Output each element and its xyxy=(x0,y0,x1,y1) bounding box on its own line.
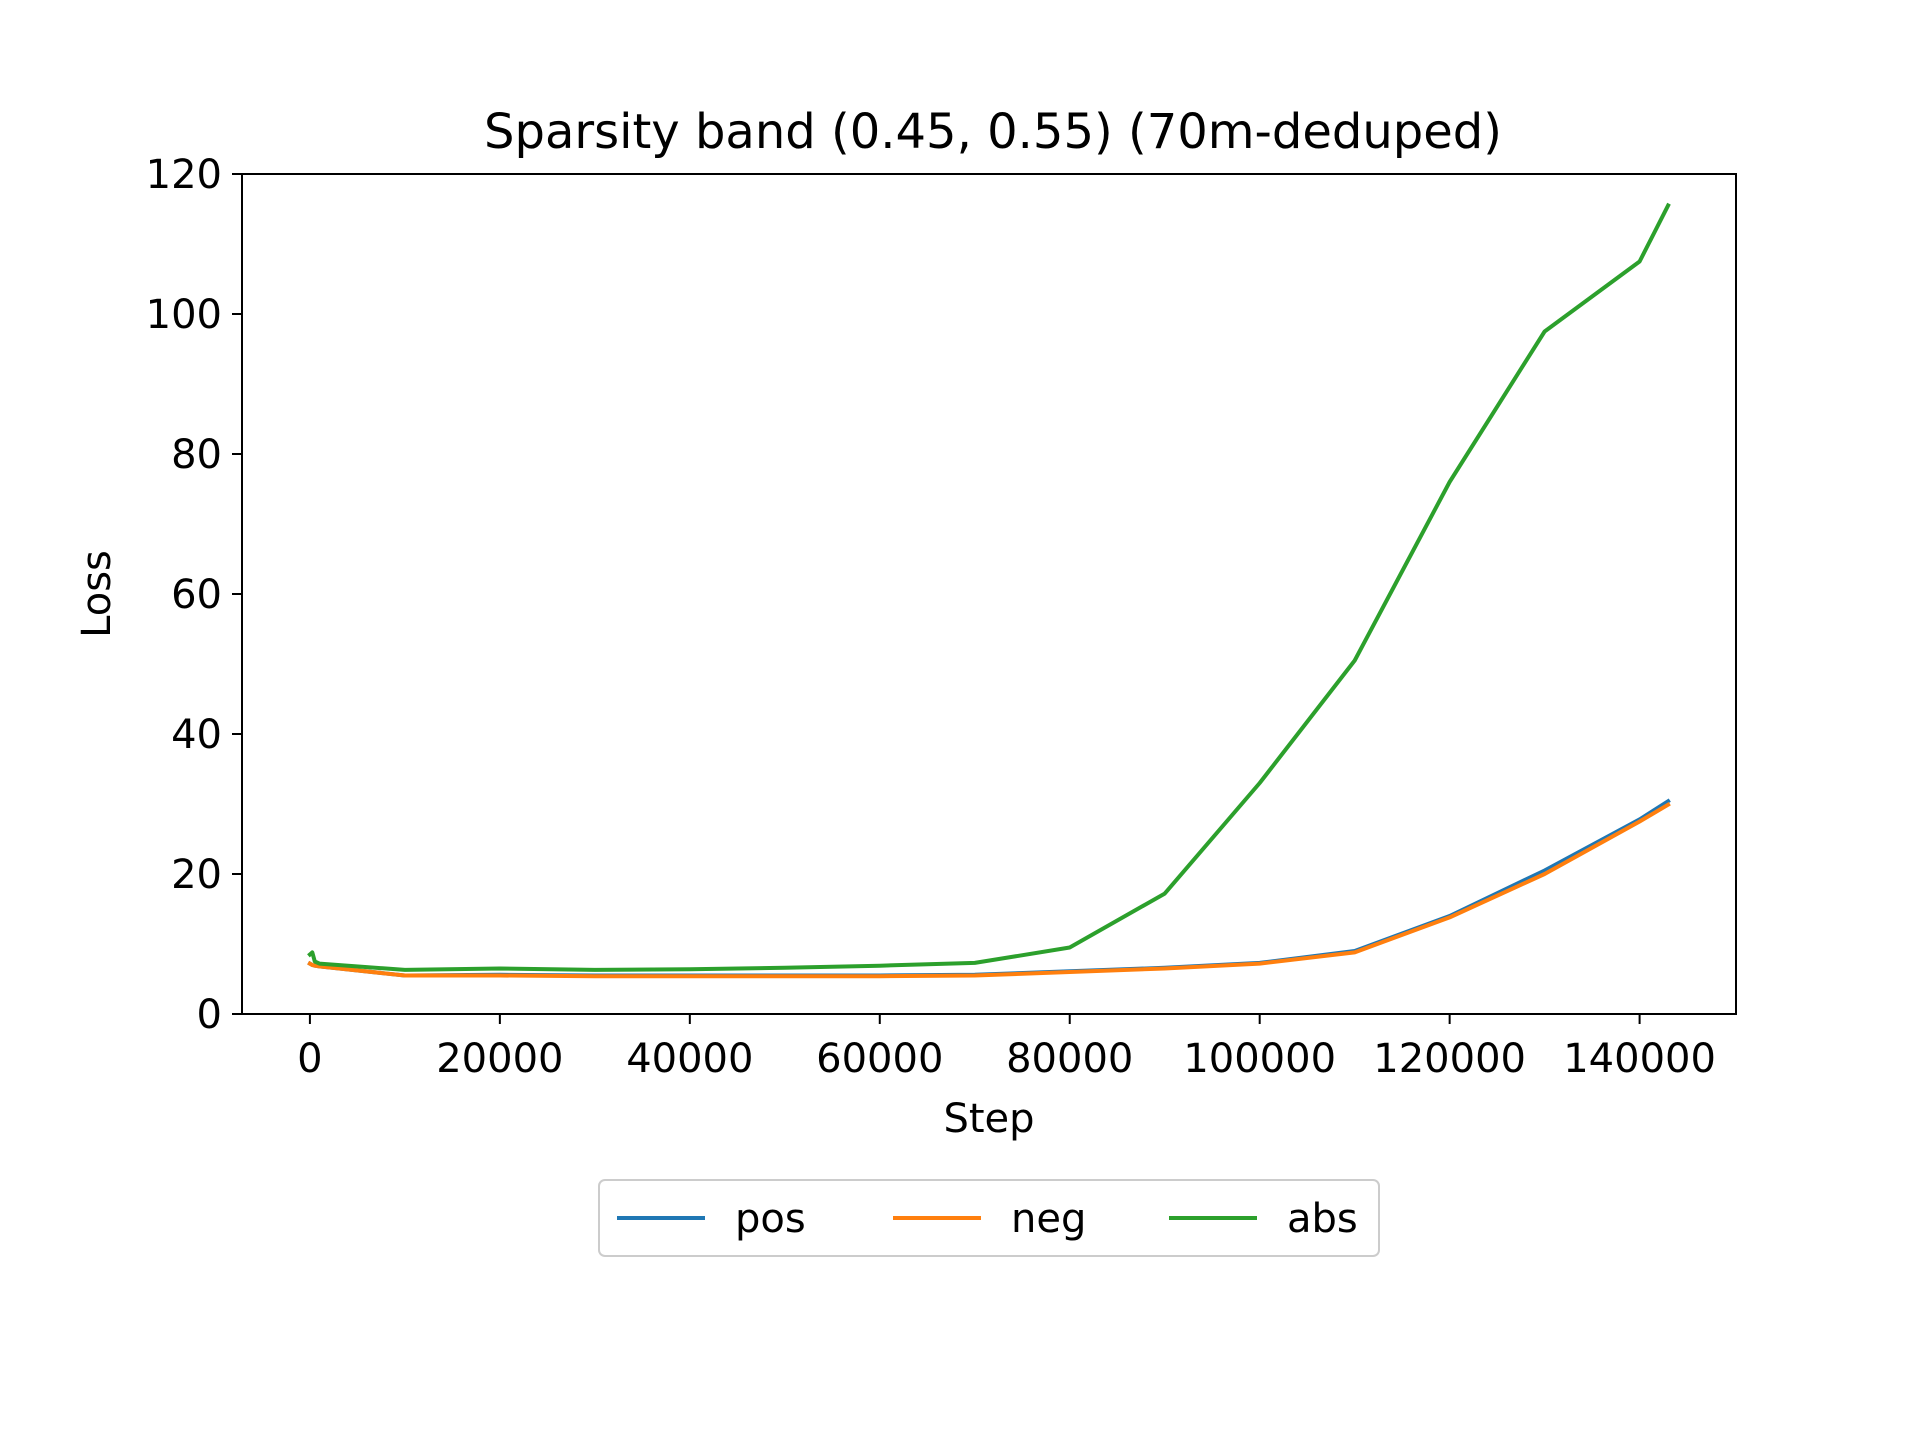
x-tick-label: 80000 xyxy=(1006,1036,1133,1082)
legend-box xyxy=(598,1179,1380,1257)
chart-title: Sparsity band (0.45, 0.55) (70m-deduped) xyxy=(484,104,1502,160)
legend-label-neg: neg xyxy=(1011,1196,1086,1242)
y-tick-label: 60 xyxy=(171,572,222,618)
y-tick-label: 120 xyxy=(146,152,222,198)
legend: pos neg abs xyxy=(598,1179,1380,1257)
x-tick-label: 140000 xyxy=(1563,1036,1716,1082)
y-tick-label: 100 xyxy=(146,292,222,338)
x-tick-label: 60000 xyxy=(816,1036,943,1082)
x-axis-label: Step xyxy=(943,1096,1034,1142)
y-axis-label: Loss xyxy=(74,550,120,638)
legend-items: pos neg abs xyxy=(617,1196,1358,1242)
series-line-abs xyxy=(307,202,1671,972)
series-layer xyxy=(307,202,1671,979)
y-tick-label: 20 xyxy=(171,852,222,898)
series-line-neg xyxy=(307,801,1671,979)
x-tick-label: 100000 xyxy=(1183,1036,1336,1082)
x-tick-label: 40000 xyxy=(626,1036,753,1082)
legend-label-abs: abs xyxy=(1287,1196,1358,1242)
y-tick-label: 0 xyxy=(197,992,222,1038)
y-tick-label: 80 xyxy=(171,432,222,478)
x-axis: 0 20000 40000 60000 80000 100000 120000 140000 xyxy=(297,1014,1716,1082)
x-tick-label: 0 xyxy=(297,1036,322,1082)
y-tick-label: 40 xyxy=(171,712,222,758)
y-axis: 0 20 40 60 80 100 120 xyxy=(146,152,242,1038)
x-tick-label: 120000 xyxy=(1373,1036,1526,1082)
legend-label-pos: pos xyxy=(735,1196,806,1242)
x-tick-label: 20000 xyxy=(436,1036,563,1082)
